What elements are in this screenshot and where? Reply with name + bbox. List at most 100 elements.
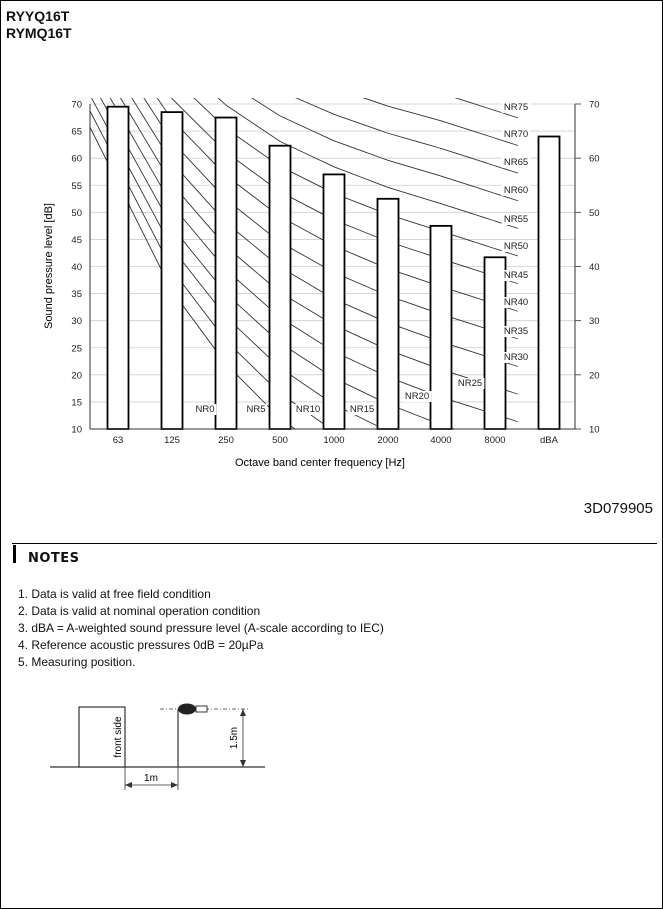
model-name-2: RYMQ16T	[6, 25, 72, 41]
arrow-right	[171, 782, 178, 788]
x-tick-label: 8000	[484, 435, 505, 446]
x-axis-label: Octave band center frequency [Hz]	[235, 457, 405, 469]
x-tick-label: dBA	[540, 435, 559, 446]
y-tick-label: 30	[71, 316, 82, 327]
note-item: 1. Data is valid at free field condition	[18, 587, 211, 601]
y-tick-label: 65	[71, 127, 82, 138]
y-tick-label: 20	[71, 370, 82, 381]
nr-label: NR45	[504, 270, 528, 281]
right-y-tick-label: 10	[589, 425, 600, 436]
arrow-left	[125, 782, 132, 788]
nr-curve-nr45	[171, 98, 519, 285]
right-y-tick-label: 40	[589, 262, 600, 273]
nr-label-bg	[501, 157, 531, 168]
x-tick-label: 2000	[377, 435, 398, 446]
note-item: 5. Measuring position.	[18, 655, 136, 669]
y-tick-label: 70	[71, 100, 82, 111]
bar-4000	[429, 224, 453, 430]
x-tick-label: 4000	[430, 435, 451, 446]
bar-8000	[483, 256, 507, 430]
nr-label: NR60	[504, 185, 528, 196]
nr-curve-nr70	[362, 98, 519, 146]
bar-500	[268, 144, 292, 430]
nr-curve-nr15	[100, 98, 456, 429]
note-item: 4. Reference acoustic pressures 0dB = 20…	[18, 638, 264, 652]
y-tick-label: 10	[71, 425, 82, 436]
right-y-tick-label: 30	[589, 316, 600, 327]
nr-label: NR35	[504, 326, 528, 337]
y-tick-label: 25	[71, 343, 82, 354]
nr-curve-nr40	[156, 98, 519, 312]
nr-label: NR75	[504, 102, 528, 113]
nr-label-bg	[501, 185, 531, 196]
chart-bars	[106, 105, 561, 430]
bar-dBA	[537, 135, 561, 430]
height-label: 1.5m	[229, 727, 240, 749]
x-tick-label: 250	[218, 435, 234, 446]
y-tick-label: 40	[71, 262, 82, 273]
distance-label: 1m	[144, 773, 158, 784]
nr-curve-nr65	[295, 98, 519, 174]
y-tick-label: 45	[71, 235, 82, 246]
nr-label: NR0	[195, 404, 214, 415]
drawing-reference: 3D079905	[583, 500, 653, 517]
nr-label-bg	[501, 352, 531, 363]
y-tick-label: 50	[71, 208, 82, 219]
notes-marker	[13, 545, 16, 563]
nr-label-bg	[244, 404, 268, 415]
note-item: 2. Data is valid at nominal operation co…	[18, 604, 261, 618]
nr-label: NR10	[296, 404, 320, 415]
nr-curve-nr5	[90, 110, 332, 429]
note-item: 3. dBA = A-weighted sound pressure level…	[18, 621, 384, 635]
nr-label-bg	[501, 270, 531, 281]
nr-curve-nr0	[90, 126, 296, 429]
nr-label-bg	[501, 297, 531, 308]
y-tick-label: 60	[71, 154, 82, 165]
nr-label: NR25	[458, 378, 482, 389]
notes-title: NOTES	[28, 551, 80, 566]
microphone-icon	[178, 703, 208, 715]
nr-label: NR20	[405, 391, 429, 402]
nr-label-bg	[193, 404, 217, 415]
nr-curve-nr10	[91, 98, 385, 429]
y-axis-label: Sound pressure level [dB]	[43, 203, 55, 329]
nr-label: NR5	[246, 404, 265, 415]
arrow-down	[240, 760, 246, 767]
nr-label-bg	[402, 391, 432, 402]
nr-label: NR15	[350, 404, 374, 415]
bar-125	[160, 111, 184, 430]
nr-label: NR55	[504, 214, 528, 225]
nr-label-bg	[501, 326, 531, 337]
nr-label-bg	[501, 214, 531, 225]
x-tick-label: 1000	[323, 435, 344, 446]
nr-label: NR70	[504, 129, 528, 140]
notes-list: 1. Data is valid at free field condition…	[18, 586, 384, 671]
y-tick-label: 35	[71, 289, 82, 300]
measuring-position-diagram: 1.5m front side 1m	[50, 703, 265, 790]
section-divider	[12, 543, 657, 544]
nr-label: NR30	[504, 352, 528, 363]
arrow-up	[240, 709, 246, 716]
sound-pressure-chart: 10 15 20 25 30 35 40 45 50 55 60 65 70 10 20 30 40 50 60 70…	[43, 98, 600, 469]
x-tick-label: 63	[113, 435, 124, 446]
nr-label-bg	[501, 241, 531, 252]
nr-label-bg	[293, 404, 323, 415]
right-y-tick-label: 50	[589, 208, 600, 219]
y-tick-label: 55	[71, 181, 82, 192]
nr-curve-nr60	[251, 98, 519, 202]
chart-labels: 10 15 20 25 30 35 40 45 50 55 60 65 70 10 20 30 40 50 60 70…	[71, 100, 599, 447]
nr-label-bg	[501, 129, 531, 140]
nr-curve-nr25	[120, 98, 519, 395]
right-y-tick-label: 60	[589, 154, 600, 165]
front-side-label: front side	[113, 716, 124, 758]
bar-1000	[322, 173, 346, 430]
chart-axes	[89, 103, 581, 430]
nr-curve-nr30	[131, 98, 519, 367]
nr-label: NR50	[504, 241, 528, 252]
model-name-1: RYYQ16T	[6, 8, 70, 24]
nr-curve-nr55	[217, 98, 519, 229]
bar-250	[214, 116, 238, 430]
bar-63	[106, 105, 130, 430]
unit-outline	[78, 706, 126, 768]
nr-label: NR40	[504, 297, 528, 308]
